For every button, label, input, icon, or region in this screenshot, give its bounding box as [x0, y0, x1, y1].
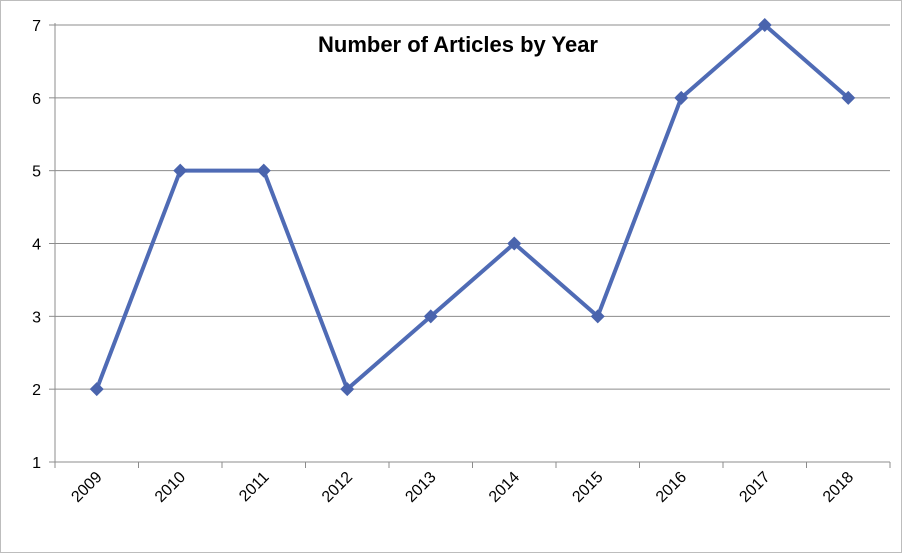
data-point-2018: [841, 90, 856, 105]
chart-title: Number of Articles by Year: [318, 32, 598, 57]
data-point-2017: [757, 18, 772, 32]
y-tick-label-6: 6: [32, 91, 41, 108]
y-tick-label-3: 3: [32, 309, 41, 326]
data-point-2015: [590, 309, 605, 324]
data-point-2011: [256, 163, 271, 178]
data-point-2013: [423, 309, 438, 324]
data-point-2014: [507, 236, 522, 251]
data-point-2016: [674, 90, 689, 105]
y-tick-label-4: 4: [32, 237, 41, 254]
data-point-2009: [89, 382, 104, 397]
series-line-0: [94, 23, 850, 392]
data-point-2010: [173, 163, 188, 178]
y-tick-label-7: 7: [32, 18, 41, 35]
data-point-2012: [340, 382, 355, 397]
y-tick-label-1: 1: [32, 455, 41, 472]
y-tick-label-5: 5: [32, 164, 41, 181]
series-group: [89, 18, 856, 397]
y-tick-label-2: 2: [32, 382, 41, 399]
axes: [49, 23, 891, 468]
y-axis-ticks: 1 2 3 4 5 6 7: [32, 18, 41, 472]
